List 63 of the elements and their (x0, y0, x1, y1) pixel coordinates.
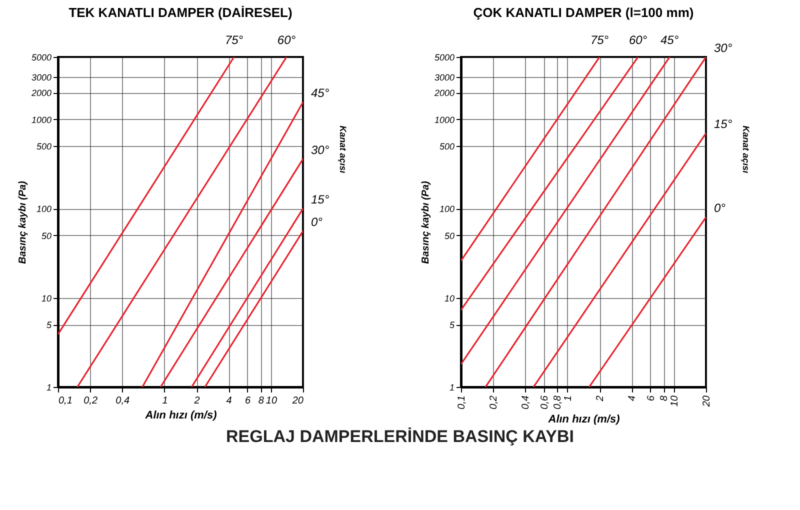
series-label: 0° (311, 215, 323, 230)
y-tick-label: 1000 (31, 114, 52, 125)
y-tick-label: 500 (439, 142, 454, 152)
y-tick-label: 100 (439, 204, 454, 214)
series-label: 45° (660, 33, 679, 47)
text: Kanat açısı (741, 126, 751, 174)
x-tick-label: 0,8 (552, 395, 564, 410)
y-tick-label: 50 (41, 230, 52, 241)
x-tick-label: 0,4 (116, 396, 130, 406)
series-label: 30° (714, 41, 732, 55)
x-tick-label: 20 (291, 396, 304, 406)
x-tick-label: 4 (627, 395, 638, 402)
series-label: 0° (714, 201, 726, 216)
x-tick-label: 0,2 (84, 396, 98, 406)
y-tick-label: 10 (444, 293, 454, 304)
y-tick-label: 1 (449, 382, 454, 392)
y-tick-label: 3000 (434, 72, 454, 82)
y-tick-label: 10 (41, 293, 52, 304)
x-tick-label: 0,2 (488, 395, 500, 410)
series-label: 75° (224, 33, 244, 47)
series-label: 15° (311, 192, 330, 207)
y-tick-label: 5000 (434, 52, 454, 62)
text: REGLAJ DAMPERLERİNDE BASINÇ KAYBI (225, 427, 575, 447)
x-tick-label: 4 (226, 396, 232, 406)
x-tick-label: 0,4 (520, 395, 532, 410)
series-label: 75° (590, 33, 609, 47)
x-axis-title: Alın hızı (m/s) (144, 410, 218, 422)
x-tick-label: 10 (266, 396, 278, 406)
x-tick-label: 6 (646, 395, 657, 402)
y-axis-title: Basınç kaybı (Pa) (420, 180, 432, 264)
series-label: 30° (311, 142, 330, 157)
x-tick-label: 0,1 (58, 396, 72, 406)
series-label: 60° (628, 33, 648, 47)
y-tick-label: 5 (46, 320, 52, 330)
x-tick-label: 1 (162, 396, 168, 406)
x-tick-label: 8 (659, 395, 670, 402)
series-label: 60° (277, 33, 296, 47)
y-tick-label: 1000 (434, 114, 454, 125)
x-tick-label: 1 (562, 396, 574, 402)
y-tick-label: 2000 (433, 88, 454, 98)
series-label: 15° (714, 117, 732, 132)
y-tick-label: 3000 (31, 72, 52, 82)
x-tick-label: 6 (245, 396, 252, 406)
x-tick-label: 10 (669, 395, 680, 407)
y-tick-label: 100 (36, 204, 52, 214)
x-tick-label: 2 (595, 395, 606, 402)
chart-title: ÇOK KANATLI DAMPER (l=100 mm) (473, 5, 694, 20)
x-tick-label: 2 (193, 396, 200, 406)
chart-title: TEK KANATLI DAMPER (DAİRESEL) (68, 5, 292, 20)
x-tick-label: 20 (702, 395, 712, 408)
x-tick-label: 8 (258, 396, 264, 406)
x-tick-label: 0,1 (456, 396, 468, 410)
y-tick-label: 500 (36, 142, 52, 152)
y-tick-label: 5000 (31, 52, 52, 62)
y-tick-label: 50 (444, 230, 454, 241)
y-tick-label: 2000 (30, 88, 52, 98)
y-tick-label: 1 (46, 382, 52, 392)
text: Kanat açısı (338, 126, 348, 174)
series-label: 45° (311, 86, 330, 100)
x-tick-label: 0,6 (539, 395, 550, 410)
y-axis-title: Basınç kaybı (Pa) (17, 180, 28, 264)
x-axis-title: Alın hızı (m/s) (547, 413, 620, 426)
y-tick-label: 5 (449, 320, 456, 330)
